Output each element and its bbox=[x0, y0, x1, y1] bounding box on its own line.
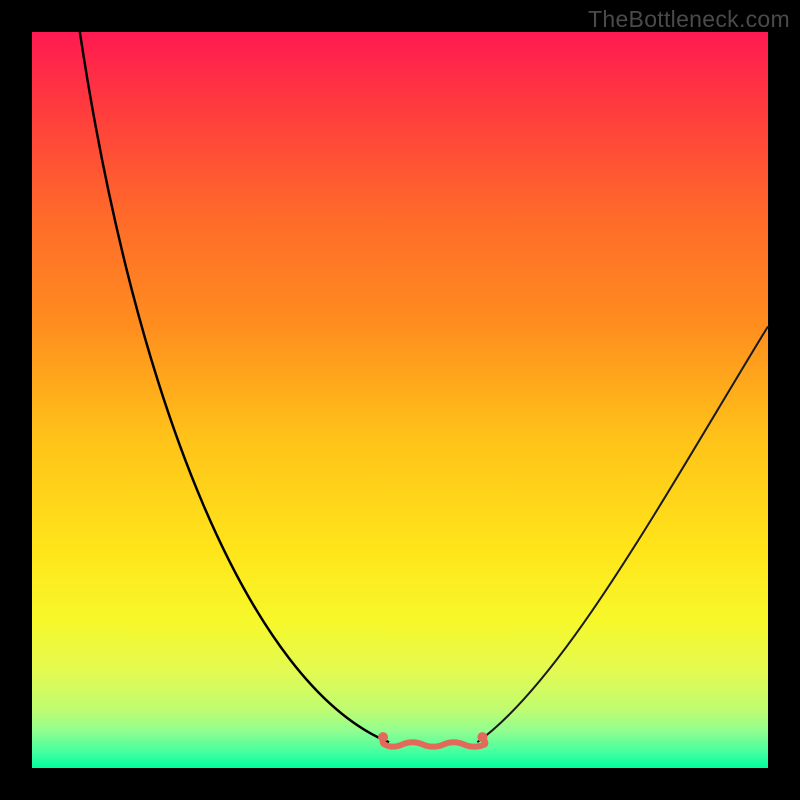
watermark-text: TheBottleneck.com bbox=[588, 6, 790, 33]
plot-background-gradient bbox=[32, 32, 768, 768]
bottom-cap-right bbox=[477, 732, 487, 742]
bottleneck-curve-chart bbox=[0, 0, 800, 800]
bottom-cap-left bbox=[378, 732, 388, 742]
chart-container: TheBottleneck.com bbox=[0, 0, 800, 800]
